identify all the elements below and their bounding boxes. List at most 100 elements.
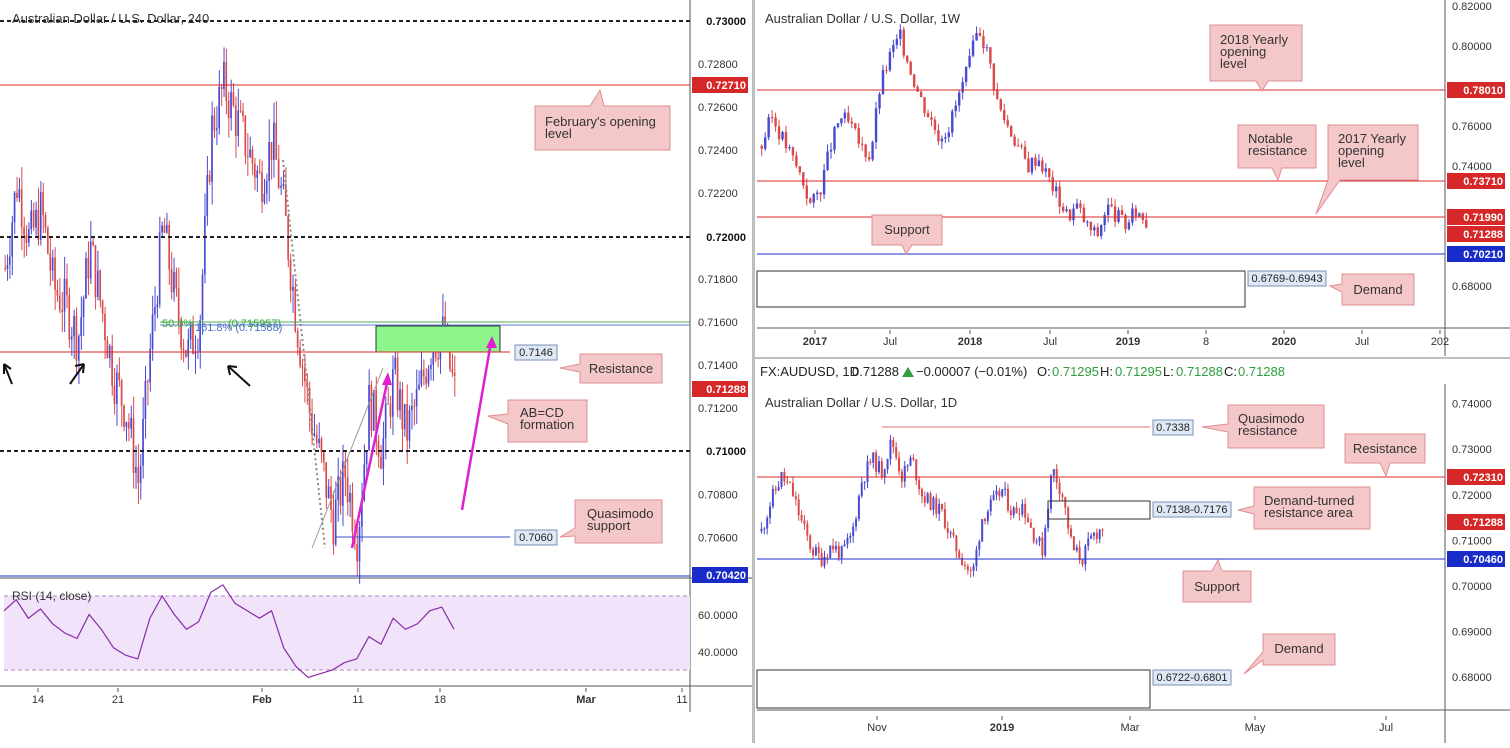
candle-body[interactable] <box>814 547 817 556</box>
candle-body[interactable] <box>258 170 261 173</box>
candle-body[interactable] <box>230 92 232 119</box>
candle-body[interactable] <box>418 384 420 390</box>
candle-body[interactable] <box>123 405 125 427</box>
candle-body[interactable] <box>909 61 912 75</box>
candle-body[interactable] <box>860 482 863 497</box>
candle-body[interactable] <box>923 97 926 114</box>
candle-body[interactable] <box>881 70 885 94</box>
candle-body[interactable] <box>365 450 368 465</box>
candle-body[interactable] <box>330 486 332 510</box>
candle-body[interactable] <box>268 142 270 181</box>
candle-body[interactable] <box>47 227 49 254</box>
magenta-arrow-ab[interactable] <box>350 377 390 549</box>
candle-body[interactable] <box>1081 559 1084 565</box>
candle-body[interactable] <box>846 537 849 545</box>
candle-body[interactable] <box>935 497 938 514</box>
candle-body[interactable] <box>992 494 995 500</box>
candle-body[interactable] <box>920 489 923 497</box>
candle-body[interactable] <box>777 126 781 140</box>
candle-body[interactable] <box>933 119 937 131</box>
candle-body[interactable] <box>1079 203 1082 208</box>
candle-body[interactable] <box>303 367 306 382</box>
candle-body[interactable] <box>780 472 783 487</box>
candle-body[interactable] <box>889 439 892 460</box>
candle-body[interactable] <box>1035 541 1038 543</box>
candle-body[interactable] <box>223 61 225 90</box>
candle-body[interactable] <box>1075 547 1078 551</box>
candle-body[interactable] <box>289 259 292 291</box>
candle-body[interactable] <box>771 488 774 507</box>
candle-body[interactable] <box>120 380 123 406</box>
candle-body[interactable] <box>44 215 47 228</box>
candle-body[interactable] <box>158 232 161 305</box>
candle-body[interactable] <box>35 209 37 228</box>
callout-support-weekly[interactable]: Support <box>871 214 943 256</box>
candle-body[interactable] <box>1041 537 1044 556</box>
candle-body[interactable] <box>142 418 144 466</box>
candle-body[interactable] <box>1095 532 1098 540</box>
candle-body[interactable] <box>408 410 411 441</box>
candle-body[interactable] <box>1041 160 1044 172</box>
candle-body[interactable] <box>320 438 323 453</box>
candle-body[interactable] <box>805 185 808 199</box>
candle-body[interactable] <box>399 389 401 411</box>
candle-body[interactable] <box>111 345 113 386</box>
candle-body[interactable] <box>339 476 342 506</box>
candle-body[interactable] <box>1037 160 1041 166</box>
candle-body[interactable] <box>829 545 832 558</box>
candle-body[interactable] <box>201 274 204 320</box>
candle-body[interactable] <box>843 544 846 547</box>
callout-resistance-daily[interactable]: Resistance <box>1344 433 1426 478</box>
candle-body[interactable] <box>982 35 985 49</box>
candle-body[interactable] <box>163 225 166 233</box>
candle-body[interactable] <box>1029 522 1032 528</box>
candle-body[interactable] <box>975 549 978 567</box>
candle-body[interactable] <box>453 372 456 376</box>
candle-body[interactable] <box>213 115 216 131</box>
candle-body[interactable] <box>797 499 800 516</box>
candle-body[interactable] <box>903 466 906 482</box>
candle-body[interactable] <box>906 55 909 62</box>
candle-body[interactable] <box>232 92 235 106</box>
candle-body[interactable] <box>823 557 826 567</box>
candle-body[interactable] <box>154 307 156 315</box>
candle-body[interactable] <box>39 192 42 240</box>
candle-body[interactable] <box>104 313 106 341</box>
candle-body[interactable] <box>139 465 142 484</box>
candle-body[interactable] <box>1067 507 1070 529</box>
candle-body[interactable] <box>344 461 347 478</box>
candle-body[interactable] <box>832 545 835 550</box>
candle-body[interactable] <box>892 439 895 447</box>
candle-body[interactable] <box>906 465 909 467</box>
candle-body[interactable] <box>101 300 104 314</box>
candle-body[interactable] <box>895 446 898 458</box>
candle-body[interactable] <box>151 314 154 349</box>
candle-body[interactable] <box>118 372 121 381</box>
candle-body[interactable] <box>954 105 957 112</box>
candle-body[interactable] <box>89 241 92 279</box>
candle-body[interactable] <box>80 317 82 337</box>
candle-body[interactable] <box>941 503 944 510</box>
candle-body[interactable] <box>66 278 68 296</box>
candle-body[interactable] <box>8 256 11 265</box>
candle-body[interactable] <box>1023 146 1027 159</box>
candle-body[interactable] <box>358 526 361 562</box>
candle-body[interactable] <box>955 535 958 552</box>
candle-body[interactable] <box>237 110 239 137</box>
candle-body[interactable] <box>96 270 99 297</box>
candle-body[interactable] <box>968 55 971 67</box>
candle-body[interactable] <box>251 149 254 164</box>
candle-body[interactable] <box>966 565 969 571</box>
candle-body[interactable] <box>280 185 282 188</box>
callout-quasimodo-resistance[interactable]: Quasimodo resistance <box>1201 404 1325 449</box>
candle-body[interactable] <box>30 210 33 230</box>
candle-body[interactable] <box>857 128 860 144</box>
candle-body[interactable] <box>368 384 370 451</box>
candle-body[interactable] <box>952 532 955 536</box>
candle-body[interactable] <box>396 357 399 411</box>
candle-body[interactable] <box>883 469 886 478</box>
candle-body[interactable] <box>892 44 895 52</box>
candle-body[interactable] <box>1058 186 1061 207</box>
candle-body[interactable] <box>867 157 871 160</box>
candle-body[interactable] <box>403 404 406 430</box>
